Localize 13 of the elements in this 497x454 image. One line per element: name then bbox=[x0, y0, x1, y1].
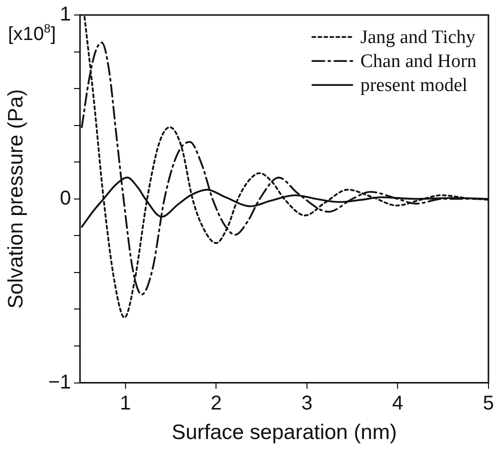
y-tick-label: 0 bbox=[60, 187, 72, 210]
legend-label: present model bbox=[360, 74, 468, 96]
legend-label: Chan and Horn bbox=[360, 50, 477, 72]
x-tick-label: 4 bbox=[392, 392, 404, 414]
x-tick-label: 5 bbox=[482, 392, 494, 414]
x-axis-title: Surface separation (nm) bbox=[172, 421, 397, 444]
y-axis-title: Solvation pressure (Pa) bbox=[4, 89, 28, 309]
y-tick-label: −1 bbox=[48, 371, 72, 394]
x-tick-label: 2 bbox=[210, 392, 222, 414]
y-tick-label: 1 bbox=[60, 4, 72, 26]
x-tick-label: 3 bbox=[301, 392, 312, 414]
legend-label: Jang and Tichy bbox=[360, 26, 476, 48]
x-tick-label: 1 bbox=[120, 392, 131, 414]
